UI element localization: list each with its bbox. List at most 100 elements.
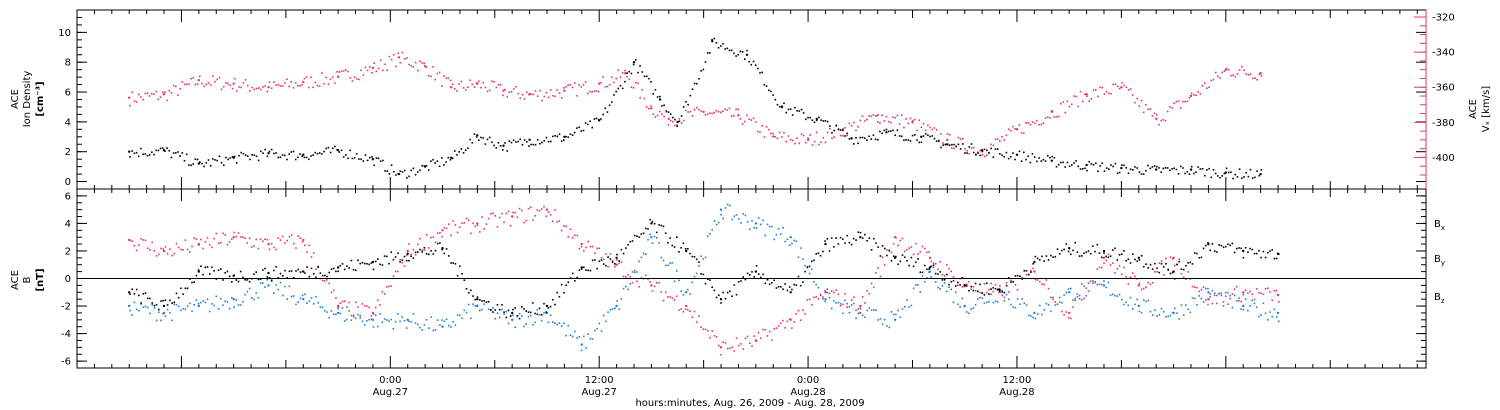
data-point [616, 259, 618, 261]
data-point [527, 311, 530, 313]
data-point [297, 268, 299, 271]
data-point [970, 147, 973, 149]
data-point [1191, 285, 1194, 288]
data-point [1129, 88, 1132, 90]
data-point [417, 171, 419, 173]
data-point [507, 309, 510, 312]
data-point [917, 258, 919, 260]
data-point [842, 135, 844, 137]
data-point-anchor [824, 242, 827, 246]
data-point [266, 90, 269, 93]
data-point [848, 122, 851, 125]
data-point [507, 210, 510, 213]
data-point [1189, 311, 1192, 314]
data-point [1249, 290, 1251, 293]
data-point [547, 321, 550, 324]
data-point [631, 281, 634, 284]
data-point [374, 260, 377, 263]
data-point-anchor [128, 150, 131, 153]
data-point [632, 87, 635, 89]
data-point [962, 137, 964, 140]
data-point [988, 151, 990, 154]
data-point [288, 285, 291, 288]
data-point [759, 131, 761, 134]
data-point-anchor [615, 256, 618, 259]
data-point [1213, 292, 1216, 294]
bottom-ytick-label: 0 [65, 274, 71, 285]
data-point-anchor [197, 270, 200, 273]
data-point [1072, 306, 1074, 308]
data-point [637, 71, 639, 74]
data-point [643, 75, 646, 78]
data-point [696, 106, 698, 109]
data-point [168, 89, 171, 92]
data-point [760, 337, 762, 339]
data-point [698, 108, 700, 111]
data-point [661, 113, 663, 115]
data-point [166, 99, 168, 102]
data-point-anchor [789, 236, 792, 239]
data-point [349, 149, 351, 152]
data-point [390, 251, 392, 253]
data-point [618, 260, 620, 262]
data-point-anchor [963, 304, 966, 308]
data-point [383, 318, 386, 320]
data-point [257, 296, 260, 299]
data-point-anchor [162, 93, 166, 96]
data-point [887, 120, 890, 123]
data-point [1143, 299, 1145, 301]
data-point [1044, 117, 1047, 119]
data-point-anchor [806, 138, 810, 142]
data-point [1065, 311, 1068, 313]
data-point [358, 78, 360, 81]
data-point [1127, 304, 1130, 307]
data-point [966, 152, 968, 154]
data-point [1103, 170, 1106, 172]
data-point [346, 265, 348, 267]
data-point [605, 320, 607, 323]
data-point [492, 212, 494, 215]
data-point [273, 269, 275, 272]
data-point [348, 301, 350, 304]
data-point [952, 301, 955, 304]
data-point [954, 291, 957, 294]
data-point [795, 284, 798, 286]
data-point [1083, 285, 1085, 287]
data-point [469, 79, 471, 81]
data-point [1099, 165, 1101, 167]
data-point [474, 298, 477, 301]
data-point [155, 255, 158, 257]
data-point [1142, 173, 1145, 175]
data-point [629, 275, 632, 278]
data-point [877, 138, 879, 141]
data-point [613, 81, 615, 84]
data-point [948, 134, 951, 136]
data-point [339, 312, 342, 315]
data-point [142, 98, 144, 101]
data-point [571, 272, 574, 275]
data-point [817, 286, 820, 289]
data-point [479, 231, 481, 233]
data-point [1245, 73, 1247, 75]
data-point [1171, 107, 1173, 109]
data-point [441, 235, 443, 238]
data-point [1207, 242, 1209, 244]
data-point [744, 278, 747, 281]
data-point [910, 256, 913, 259]
data-point [1125, 259, 1127, 262]
data-point [968, 312, 970, 315]
data-point [417, 323, 419, 326]
data-point [678, 309, 680, 311]
data-point [595, 90, 598, 92]
data-point-anchor [128, 96, 131, 99]
data-point [839, 134, 842, 137]
data-point [556, 221, 558, 223]
data-point [305, 156, 308, 159]
data-point [1158, 262, 1161, 264]
data-point [483, 300, 485, 302]
data-point [650, 81, 652, 83]
data-point [552, 220, 554, 223]
data-point [1238, 247, 1240, 249]
data-point [434, 78, 436, 81]
data-point [1207, 287, 1209, 290]
